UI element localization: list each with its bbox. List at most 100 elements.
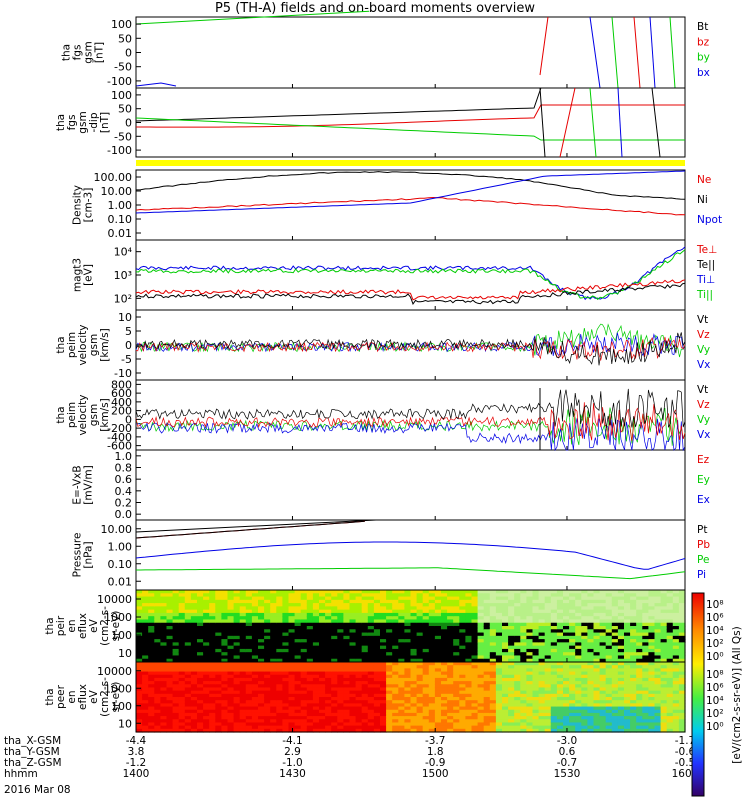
ylabel-line: eflux <box>77 613 89 639</box>
ylabel-group: tha peim velocity gsm [km/s] <box>55 394 111 435</box>
trace-dip-burst-2 <box>589 87 597 158</box>
legend-Pb: Pb <box>697 539 710 551</box>
trace-dip-burst-1 <box>559 87 576 158</box>
ytick-label: 0.01 <box>108 227 133 240</box>
ylabel-line: [km/s] <box>99 398 111 432</box>
trace-v5-red <box>135 336 686 362</box>
axis-value: 1.8 <box>427 746 444 758</box>
ylabel-line: E=-VxB <box>72 465 84 504</box>
ytick-label: -400 <box>107 431 132 444</box>
colorbar-tick: 10⁴ <box>706 695 724 707</box>
trace-by-dip <box>135 117 685 141</box>
ylabel-line: -dip <box>88 112 100 132</box>
axis-value: -3.7 <box>425 735 446 747</box>
axis-row-label: hhmm <box>4 768 38 780</box>
axis-row-label: tha_Y-GSM <box>4 746 60 758</box>
ylabel-line: gsm <box>77 111 89 133</box>
ylabel-group: Density [cm-3] <box>72 185 95 225</box>
ytick-label: -50 <box>114 130 132 143</box>
ytick-label: 1.00 <box>108 199 133 212</box>
ylabel-group: Pressure [nPa] <box>72 533 95 578</box>
trace-bt-dip <box>135 87 685 122</box>
ylabel-line: [mV/m] <box>83 465 95 504</box>
trace-ni <box>135 171 686 200</box>
colorbar-tick: 10² <box>706 708 724 720</box>
ylabel-line: (cm2-s- <box>99 677 111 717</box>
axis-value: -4.4 <box>126 735 147 747</box>
ylabel-line: tha <box>44 688 56 705</box>
colorbar-tick: 10⁴ <box>706 625 724 637</box>
ylabel-line: Density <box>72 185 84 225</box>
ytick-label: 0.2 <box>115 497 133 510</box>
legend-Vy: Vy <box>697 414 710 426</box>
trace-ti-perp <box>135 246 686 301</box>
legend-Vz: Vz <box>697 399 710 411</box>
colorbar-tick: 10² <box>706 638 724 650</box>
trace-v5-green <box>135 323 686 358</box>
ylabel-line: peer <box>55 684 67 709</box>
ytick-label: -50 <box>114 61 132 74</box>
ylabel-line: fgs <box>72 45 84 61</box>
axis-value: -0.7 <box>557 757 578 769</box>
ytick-label: 50 <box>118 103 132 116</box>
ytick-label: 50 <box>118 32 132 45</box>
trace-b-burst-2 <box>611 16 619 89</box>
legend-Te⊥: Te⊥ <box>696 244 717 256</box>
legend-Vt: Vt <box>697 314 708 326</box>
legend-Vx: Vx <box>697 429 710 441</box>
ytick-label: 0.8 <box>115 462 133 475</box>
legend-by: by <box>697 52 710 64</box>
ylabel-line: gsm <box>83 41 95 63</box>
colorbar-label: [eV/(cm2-s-sr-eV)] (All Qs) <box>731 626 743 763</box>
axis-value: -4.1 <box>282 735 303 747</box>
ylabel-line: fgs <box>66 115 78 131</box>
ylabel-line: gsm <box>88 334 100 356</box>
legend-Pe: Pe <box>697 554 709 566</box>
ylabel-group: E=-VxB [mV/m] <box>72 465 95 504</box>
ytick-label: -600 <box>107 440 132 453</box>
axis-row-label: tha_Z-GSM <box>4 757 62 769</box>
ytick-label: 1.00 <box>108 540 133 553</box>
colorbar-tick: 10⁸ <box>706 599 724 611</box>
ylabel-group: tha peir en eflux eV (cm2-s-sr-eV) <box>44 606 122 646</box>
axis-value: -0.6 <box>675 746 696 758</box>
legend-Ne: Ne <box>697 174 711 186</box>
trace-te-perp <box>135 279 686 301</box>
legend-Ey: Ey <box>697 474 710 486</box>
ytick-label: 0 <box>125 117 132 130</box>
ylabel-line: magt3 <box>72 258 84 292</box>
ytick-label: 800 <box>111 378 132 391</box>
trace-bx <box>135 82 177 87</box>
ylabel-line: eflux <box>77 684 89 710</box>
ytick-label: 10² <box>114 292 132 305</box>
ylabel-line: velocity <box>77 324 89 365</box>
trace-e-field <box>135 519 377 533</box>
legend-Bt: Bt <box>697 21 708 33</box>
axis-value: 3.8 <box>128 746 145 758</box>
ylabel-line: Pressure <box>72 533 84 578</box>
trace-dip-burst-3 <box>617 87 623 158</box>
spectrogram-electron <box>136 662 686 733</box>
ytick-label: 0 <box>125 47 132 60</box>
trace-te-par <box>135 282 686 305</box>
ylabel-line: (cm2-s- <box>99 606 111 646</box>
trace-by <box>135 10 370 25</box>
trace-b-burst-3 <box>633 16 641 89</box>
chart-title: P5 (TH-A) fields and on-board moments ov… <box>214 1 536 16</box>
colorbar-tick: 10⁸ <box>706 669 724 681</box>
ytick-label: 10⁴ <box>114 246 133 259</box>
panel-frame-8 <box>135 519 686 591</box>
legend-Ti||: Ti|| <box>696 289 713 301</box>
legend-Vy: Vy <box>697 344 710 356</box>
colorbar-tick: 10⁰ <box>706 721 724 733</box>
ytick-label: 5 <box>125 325 132 338</box>
trace-ne <box>135 196 686 216</box>
ytick-label: 10000 <box>97 665 132 678</box>
ytick-label: 100 <box>111 18 132 31</box>
ytick-label: 1000 <box>104 611 132 624</box>
ylabel-line: tha <box>61 44 73 61</box>
ylabel-group: tha fgs gsm [nT] <box>61 41 106 63</box>
axis-value: -1.7 <box>675 735 696 747</box>
ytick-label: 600 <box>111 387 132 400</box>
ytick-label: 0 <box>125 413 132 426</box>
